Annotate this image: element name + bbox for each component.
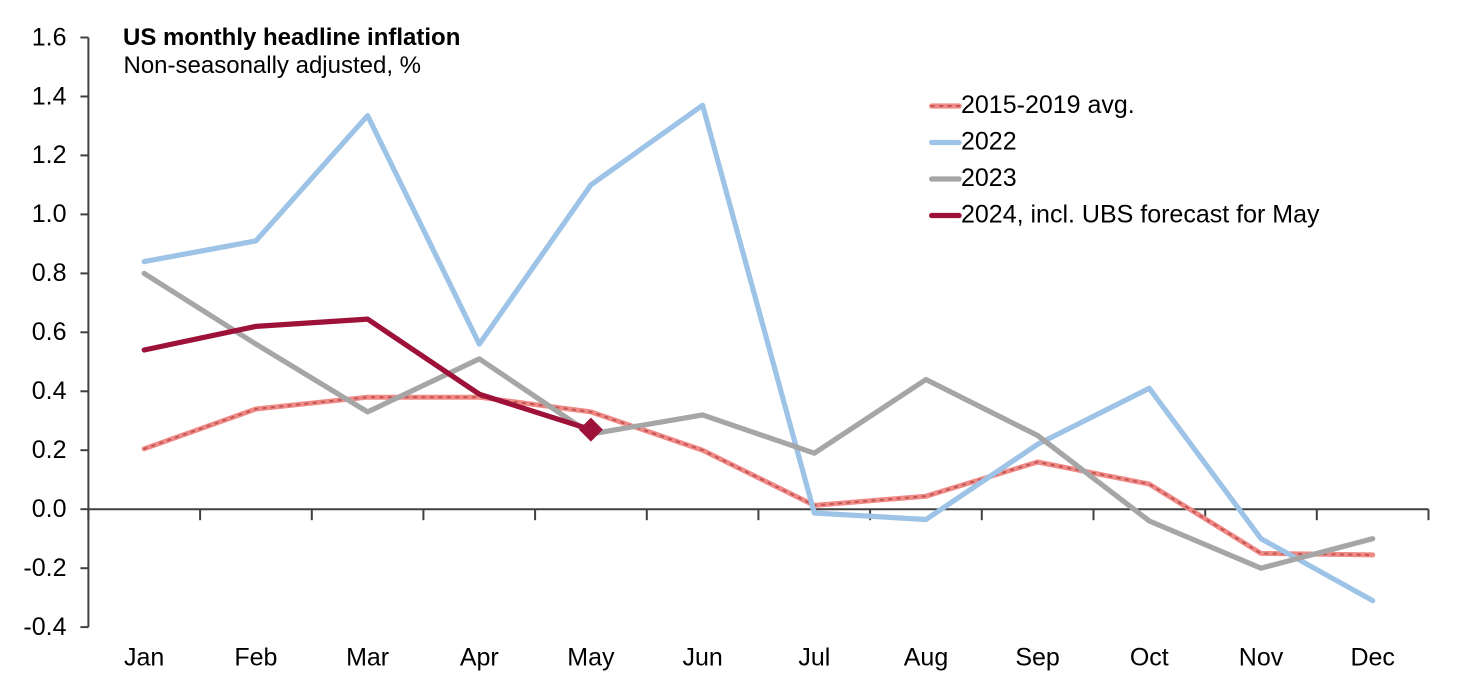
svg-text:Aug: Aug [904, 644, 948, 672]
svg-text:1.6: 1.6 [32, 23, 67, 51]
svg-text:Nov: Nov [1239, 644, 1284, 672]
svg-text:Feb: Feb [234, 644, 277, 672]
svg-text:0.2: 0.2 [32, 436, 67, 464]
svg-text:0.6: 0.6 [32, 318, 67, 346]
svg-text:Dec: Dec [1350, 644, 1394, 672]
svg-text:Oct: Oct [1130, 644, 1169, 672]
svg-text:0.8: 0.8 [32, 259, 67, 287]
svg-text:2023: 2023 [961, 164, 1017, 192]
svg-text:-0.4: -0.4 [23, 613, 66, 641]
svg-text:Jul: Jul [798, 644, 830, 672]
svg-text:1.0: 1.0 [32, 200, 67, 228]
svg-text:1.2: 1.2 [32, 141, 67, 169]
svg-text:0.4: 0.4 [32, 377, 67, 405]
svg-text:US monthly headline inflation: US monthly headline inflation [123, 24, 460, 51]
svg-text:May: May [567, 644, 615, 672]
svg-text:Apr: Apr [460, 644, 499, 672]
svg-text:Jun: Jun [682, 644, 722, 672]
svg-text:Mar: Mar [346, 644, 389, 672]
svg-text:2015-2019 avg.: 2015-2019 avg. [961, 91, 1135, 119]
svg-text:Sep: Sep [1015, 644, 1059, 672]
svg-text:Jan: Jan [124, 644, 164, 672]
svg-text:0.0: 0.0 [32, 495, 67, 523]
svg-text:1.4: 1.4 [32, 82, 67, 110]
svg-text:2024, incl. UBS forecast for M: 2024, incl. UBS forecast for May [961, 201, 1320, 229]
svg-text:-0.2: -0.2 [23, 554, 66, 582]
svg-text:2022: 2022 [961, 128, 1017, 156]
svg-text:Non-seasonally adjusted, %: Non-seasonally adjusted, % [124, 52, 422, 79]
